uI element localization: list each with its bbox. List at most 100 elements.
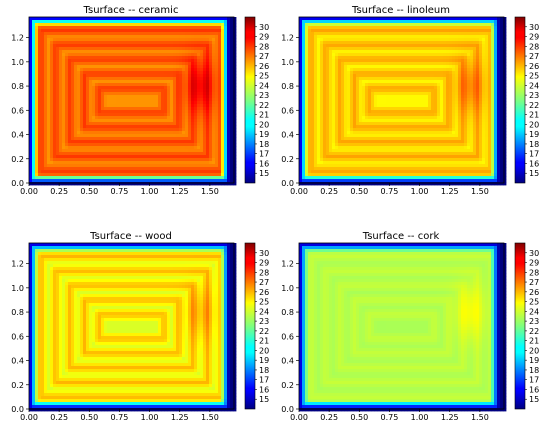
heatmap-cell	[338, 59, 342, 63]
heatmap-cell	[140, 89, 144, 93]
heatmap-cell	[38, 182, 42, 186]
heatmap-cell	[314, 23, 318, 27]
heatmap-cell	[77, 83, 81, 87]
heatmap-cell	[53, 170, 57, 174]
heatmap-cell	[170, 155, 174, 159]
heatmap-cell	[335, 41, 339, 45]
heatmap-cell	[158, 173, 162, 177]
heatmap-cell	[86, 110, 90, 114]
heatmap-cell	[77, 125, 81, 129]
heatmap-cell	[377, 20, 381, 24]
heatmap-cell	[221, 182, 225, 186]
heatmap-cell	[422, 59, 426, 63]
heatmap-cell	[503, 53, 507, 57]
heatmap-cell	[167, 137, 171, 141]
heatmap-cell	[83, 182, 87, 186]
heatmap-cell	[203, 86, 207, 90]
heatmap-cell	[104, 44, 108, 48]
heatmap-cell	[32, 95, 36, 99]
heatmap-cell	[176, 80, 180, 84]
heatmap-cell	[161, 113, 165, 117]
heatmap-cell	[149, 92, 153, 96]
heatmap-cell	[68, 35, 72, 39]
heatmap-cell	[161, 164, 165, 168]
heatmap-cell	[140, 137, 144, 141]
heatmap-cell	[56, 56, 60, 60]
heatmap-cell	[428, 53, 432, 57]
heatmap-cell	[152, 167, 156, 171]
heatmap-cell	[116, 62, 120, 66]
heatmap-cell	[218, 134, 222, 138]
heatmap-cell	[68, 80, 72, 84]
heatmap-cell	[41, 83, 45, 87]
heatmap-cell	[461, 29, 465, 33]
heatmap-cell	[83, 173, 87, 177]
heatmap-cell	[152, 80, 156, 84]
heatmap-cell	[185, 140, 189, 144]
heatmap-cell	[152, 35, 156, 39]
heatmap-cell	[161, 20, 165, 24]
heatmap-cell	[140, 26, 144, 30]
heatmap-cell	[131, 62, 135, 66]
heatmap-cell	[104, 122, 108, 126]
heatmap-cell	[377, 59, 381, 63]
heatmap-cell	[221, 86, 225, 90]
heatmap-cell	[308, 53, 312, 57]
heatmap-cell	[113, 20, 117, 24]
heatmap-cell	[308, 50, 312, 54]
heatmap-cell	[167, 107, 171, 111]
y-tick-label: 1.0	[11, 58, 24, 67]
heatmap-cell	[68, 32, 72, 36]
heatmap-cell	[335, 47, 339, 51]
heatmap-cell	[482, 29, 486, 33]
heatmap-cell	[119, 98, 123, 102]
heatmap-cell	[314, 62, 318, 66]
heatmap-cell	[125, 41, 129, 45]
heatmap-cell	[44, 17, 48, 21]
heatmap-cell	[188, 101, 192, 105]
heatmap-cell	[149, 131, 153, 135]
heatmap-cell	[41, 119, 45, 123]
heatmap-cell	[491, 29, 495, 33]
heatmap-cell	[143, 125, 147, 129]
heatmap-cell	[200, 23, 204, 27]
heatmap-cell	[191, 59, 195, 63]
heatmap-cell	[350, 53, 354, 57]
heatmap-cell	[107, 53, 111, 57]
heatmap-cell	[191, 41, 195, 45]
heatmap-cell	[200, 164, 204, 168]
heatmap-cell	[188, 140, 192, 144]
heatmap-cell	[50, 131, 54, 135]
heatmap-cell	[29, 164, 33, 168]
heatmap-cell	[194, 98, 198, 102]
heatmap-cell	[29, 149, 33, 153]
heatmap-cell	[95, 53, 99, 57]
heatmap-cell	[146, 44, 150, 48]
heatmap-cell	[413, 50, 417, 54]
heatmap-cell	[200, 65, 204, 69]
x-tick-label: 0.00	[20, 187, 38, 196]
heatmap-cell	[221, 23, 225, 27]
heatmap-cell	[56, 146, 60, 150]
heatmap-cell	[320, 17, 324, 21]
heatmap-cell	[125, 155, 129, 159]
heatmap-cell	[302, 26, 306, 30]
heatmap-cell	[194, 149, 198, 153]
heatmap-cell	[29, 20, 33, 24]
heatmap-cell	[29, 89, 33, 93]
heatmap-cell	[137, 47, 141, 51]
heatmap-cell	[194, 23, 198, 27]
heatmap-cell	[74, 140, 78, 144]
heatmap-cell	[449, 26, 453, 30]
heatmap-cell	[158, 83, 162, 87]
heatmap-cell	[209, 86, 213, 90]
heatmap-cell	[386, 35, 390, 39]
heatmap-cell	[185, 128, 189, 132]
heatmap-cell	[179, 140, 183, 144]
heatmap-cell	[470, 56, 474, 60]
heatmap-cell	[209, 119, 213, 123]
heatmap-cell	[125, 158, 129, 162]
heatmap-cell	[167, 152, 171, 156]
heatmap-cell	[155, 182, 159, 186]
heatmap-cell	[125, 74, 129, 78]
